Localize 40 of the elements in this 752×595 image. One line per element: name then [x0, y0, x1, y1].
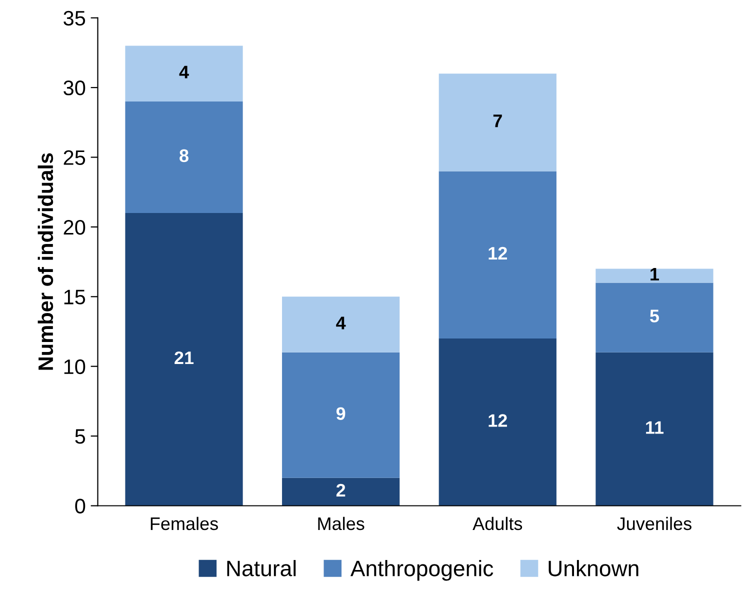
legend-label: Unknown: [548, 560, 638, 576]
data-label: 4: [179, 66, 189, 78]
y-tick-label: 35: [64, 10, 86, 26]
data-label: 12: [488, 414, 507, 427]
bar: [282, 352, 400, 478]
y-tick-label: 30: [64, 80, 86, 96]
y-tick-label: 5: [75, 429, 86, 444]
x-tick-label: Juveniles: [617, 516, 692, 530]
x-tick-label: Females: [150, 516, 218, 530]
data-label: 21: [174, 351, 194, 364]
y-axis-title: Number of individuals: [38, 153, 54, 370]
data-label: 1: [650, 268, 659, 280]
legend-label: Anthropogenic: [350, 560, 494, 581]
y-tick-label: 15: [64, 290, 86, 304]
legend-label: Natural: [227, 560, 296, 576]
data-label: 8: [180, 149, 188, 162]
y-tick-label: 0: [75, 498, 86, 514]
bar: [438, 74, 556, 172]
y-tick-label: 10: [64, 359, 86, 374]
y-tick-label: 20: [64, 220, 86, 235]
bar: [125, 101, 243, 214]
data-label: 11: [646, 421, 664, 434]
bar: [125, 213, 243, 506]
bar: [596, 352, 714, 506]
bar: [596, 282, 714, 352]
data-label: 2: [336, 484, 346, 496]
bar: [282, 478, 400, 506]
bar: [282, 296, 400, 352]
data-label: 9: [336, 407, 346, 420]
bar: [438, 171, 556, 338]
bar: [596, 268, 714, 283]
x-tick-label: Adults: [472, 516, 522, 530]
bar: [125, 46, 243, 102]
data-label: 4: [336, 316, 346, 330]
y-tick-label: 25: [64, 150, 86, 166]
data-label: 5: [650, 310, 659, 322]
x-tick-label: Males: [318, 516, 364, 530]
bar: [438, 338, 556, 506]
data-label: 7: [493, 114, 502, 128]
data-label: 12: [488, 246, 507, 260]
